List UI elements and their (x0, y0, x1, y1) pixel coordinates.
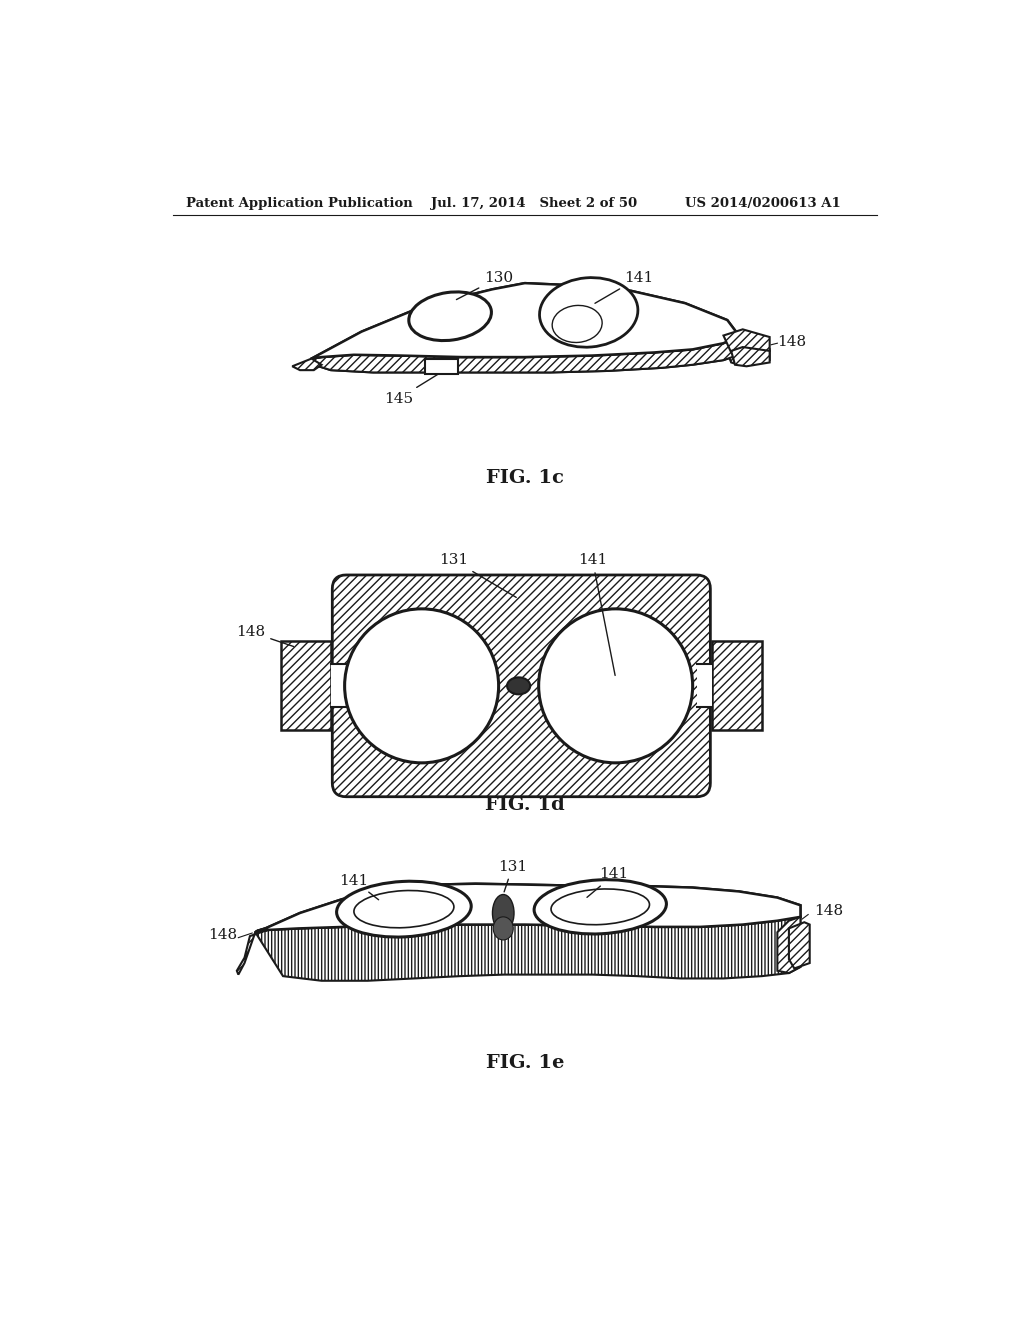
Text: FIG. 1e: FIG. 1e (485, 1055, 564, 1072)
Text: 141: 141 (578, 553, 615, 676)
Polygon shape (292, 359, 322, 370)
Text: 141: 141 (595, 271, 653, 304)
Text: 148: 148 (208, 928, 237, 941)
Bar (331, 664, 346, 708)
Polygon shape (425, 359, 458, 374)
Polygon shape (237, 929, 267, 974)
Bar (712, 642, 762, 730)
FancyBboxPatch shape (333, 576, 711, 797)
Bar (281, 642, 331, 730)
Ellipse shape (539, 609, 692, 763)
Polygon shape (255, 884, 801, 932)
Text: Jul. 17, 2014   Sheet 2 of 50: Jul. 17, 2014 Sheet 2 of 50 (431, 197, 637, 210)
Text: 141: 141 (339, 874, 379, 900)
Polygon shape (311, 335, 739, 372)
Text: FIG. 1d: FIG. 1d (485, 796, 564, 814)
Bar (696, 664, 712, 708)
Text: 141: 141 (587, 867, 629, 898)
Polygon shape (777, 917, 801, 973)
Ellipse shape (540, 277, 638, 347)
Text: 131: 131 (439, 553, 516, 598)
Polygon shape (311, 284, 739, 359)
Polygon shape (311, 335, 739, 372)
Text: 148: 148 (237, 624, 294, 647)
Ellipse shape (409, 292, 492, 341)
Text: 145: 145 (384, 374, 438, 405)
Ellipse shape (493, 895, 514, 932)
Ellipse shape (337, 882, 471, 937)
Text: 148: 148 (777, 335, 807, 348)
Polygon shape (731, 347, 770, 367)
Polygon shape (311, 284, 739, 359)
Text: Patent Application Publication: Patent Application Publication (186, 197, 413, 210)
Text: 131: 131 (498, 859, 527, 892)
Polygon shape (788, 923, 810, 969)
Text: US 2014/0200613 A1: US 2014/0200613 A1 (685, 197, 841, 210)
Polygon shape (255, 884, 801, 932)
Ellipse shape (535, 879, 667, 935)
Polygon shape (724, 330, 770, 355)
Polygon shape (255, 884, 801, 932)
Text: FIG. 1c: FIG. 1c (485, 469, 564, 487)
Polygon shape (724, 335, 770, 364)
Ellipse shape (345, 609, 499, 763)
Ellipse shape (494, 917, 513, 940)
Polygon shape (311, 284, 739, 359)
Ellipse shape (507, 677, 530, 694)
Text: 130: 130 (457, 271, 513, 300)
Polygon shape (255, 917, 801, 981)
Text: 148: 148 (814, 904, 844, 919)
